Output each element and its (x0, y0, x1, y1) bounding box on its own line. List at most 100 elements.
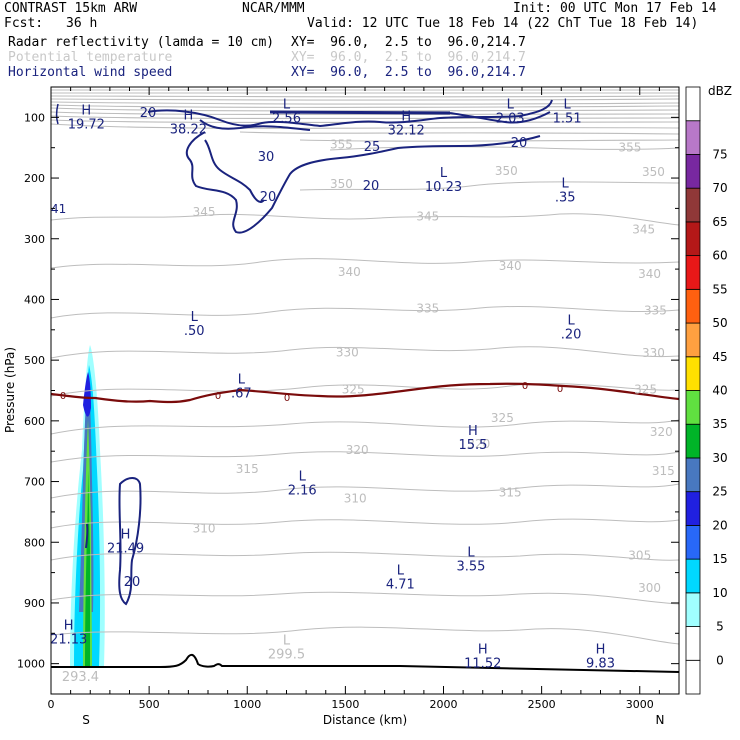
extremum-kind: L (191, 310, 199, 325)
y-tick-label: 400 (24, 293, 45, 306)
end-label-north: N (656, 713, 665, 727)
reflectivity-plume (70, 345, 105, 666)
colorbar-label: 65 (712, 215, 727, 229)
theta-label: 325 (491, 411, 514, 425)
zero-contour-labels: 0 0 0 0 0 (60, 381, 563, 404)
x-tick-label: 0 (48, 698, 55, 711)
extremum-value: .50 (184, 324, 205, 339)
colorbar-cell (685, 154, 701, 189)
colorbar-label: 20 (712, 518, 727, 532)
extremum-value: 9.83 (586, 657, 615, 672)
zero-label: 0 (557, 384, 563, 395)
colorbar-cell (685, 120, 701, 155)
theta-label: 340 (499, 259, 522, 273)
extremum-value: 10.23 (425, 180, 462, 195)
theta-label: 350 (330, 177, 353, 191)
theta-label: 335 (644, 303, 667, 317)
colorbar-label: 5 (716, 620, 724, 634)
colorbar-cell (685, 659, 701, 695)
theta-label: 320 (346, 443, 369, 457)
colorbar-cell (685, 558, 701, 594)
extremum-kind: L (283, 97, 291, 112)
side-label: 41 (51, 202, 66, 216)
colorbar-label: 10 (712, 586, 727, 600)
y-tick-label: 500 (24, 354, 45, 367)
extremum-value: 1.51 (553, 111, 582, 126)
theta-label: 330 (642, 346, 665, 360)
xy-wind: XY= 96.0, 2.5 to 96.0,214.7 (291, 65, 526, 80)
theta-label: 350 (642, 165, 665, 179)
jet-lobe (185, 131, 541, 234)
theta-label: 355 (618, 141, 641, 155)
x-tick-label: 3000 (626, 698, 654, 711)
x-axis: 0 500 1000 1500 2000 2500 3000 (48, 87, 660, 711)
field-theta: Potential temperature (8, 50, 173, 65)
extremum-kind: L (562, 176, 570, 191)
extremum-kind: H (596, 643, 606, 658)
colorbar-cell (685, 524, 701, 560)
colorbar-label: 45 (712, 350, 727, 364)
colorbar-cell (685, 626, 701, 661)
zero-contour (51, 382, 679, 404)
jet-right-band (449, 111, 551, 124)
wind-contour-label: 20 (124, 575, 141, 590)
colorbar-label: 30 (712, 451, 727, 465)
theta-label: 350 (495, 164, 518, 178)
extremum-value: 38.22 (170, 122, 207, 137)
x-tick-label: 2000 (430, 698, 458, 711)
zero-label: 0 (522, 381, 528, 392)
theta-contours (51, 146, 679, 645)
extremum-kind: L (283, 633, 291, 648)
colorbar-label: 70 (712, 181, 727, 195)
theta-label: 300 (638, 581, 661, 595)
extremum-value: .20 (561, 328, 582, 343)
extremum-kind: L (440, 166, 448, 181)
x-tick-label: 500 (139, 698, 160, 711)
colorbar-cell (685, 457, 701, 493)
colorbar-label: 25 (712, 485, 727, 499)
extremum-value: 2.56 (272, 111, 301, 126)
colorbar-label: 60 (712, 249, 727, 263)
extremum-kind: H (401, 110, 411, 125)
y-tick-label: 600 (24, 415, 45, 428)
theta-label: 355 (330, 138, 353, 152)
theta-label: 305 (628, 549, 651, 563)
terrain-line (51, 653, 679, 673)
colorbar-label: 55 (712, 282, 727, 296)
extremum-value: 21.49 (107, 541, 144, 556)
extremum-kind: H (121, 527, 131, 542)
jet-lobe-inner (204, 139, 265, 203)
extremum-value: 32.12 (388, 124, 425, 139)
jet-top-bar (269, 110, 451, 115)
colorbar-label: 15 (712, 552, 727, 566)
colorbar-cell (685, 491, 701, 526)
extremum-kind: H (64, 618, 74, 633)
theta-label: 335 (416, 302, 439, 316)
extremum-value: 11.52 (464, 657, 501, 672)
extremum-kind: L (507, 97, 515, 112)
colorbar-cell (685, 322, 701, 358)
extremum-value: 299.5 (268, 647, 305, 662)
xy-reflectivity: XY= 96.0, 2.5 to 96.0,214.7 (291, 35, 526, 50)
colorbar-cell (685, 255, 701, 290)
wind-contour-labels: 20 20 30 25 20 20 20 (124, 106, 528, 590)
theta-label: 310 (193, 521, 216, 535)
theta-label: 315 (499, 485, 522, 499)
theta-label: 320 (650, 425, 673, 439)
extremum-value: 3.55 (456, 559, 485, 574)
y-axis-label: Pressure (hPa) (3, 347, 17, 433)
wind-contour-label: 20 (363, 179, 380, 194)
extremum-value: 293.4 (62, 670, 99, 685)
y-tick-label: 900 (24, 597, 45, 610)
wind-contour-label: 20 (511, 136, 528, 151)
extremum-value: 2.16 (288, 484, 317, 499)
theta-label: 310 (344, 492, 367, 506)
field-wind: Horizontal wind speed (8, 65, 173, 80)
extremum-value: 19.72 (68, 118, 105, 133)
wind-contour-label: 25 (364, 140, 381, 155)
colorbar-label: 35 (712, 417, 727, 431)
colorbar-cell (685, 592, 701, 627)
colorbar-cell (685, 221, 701, 257)
